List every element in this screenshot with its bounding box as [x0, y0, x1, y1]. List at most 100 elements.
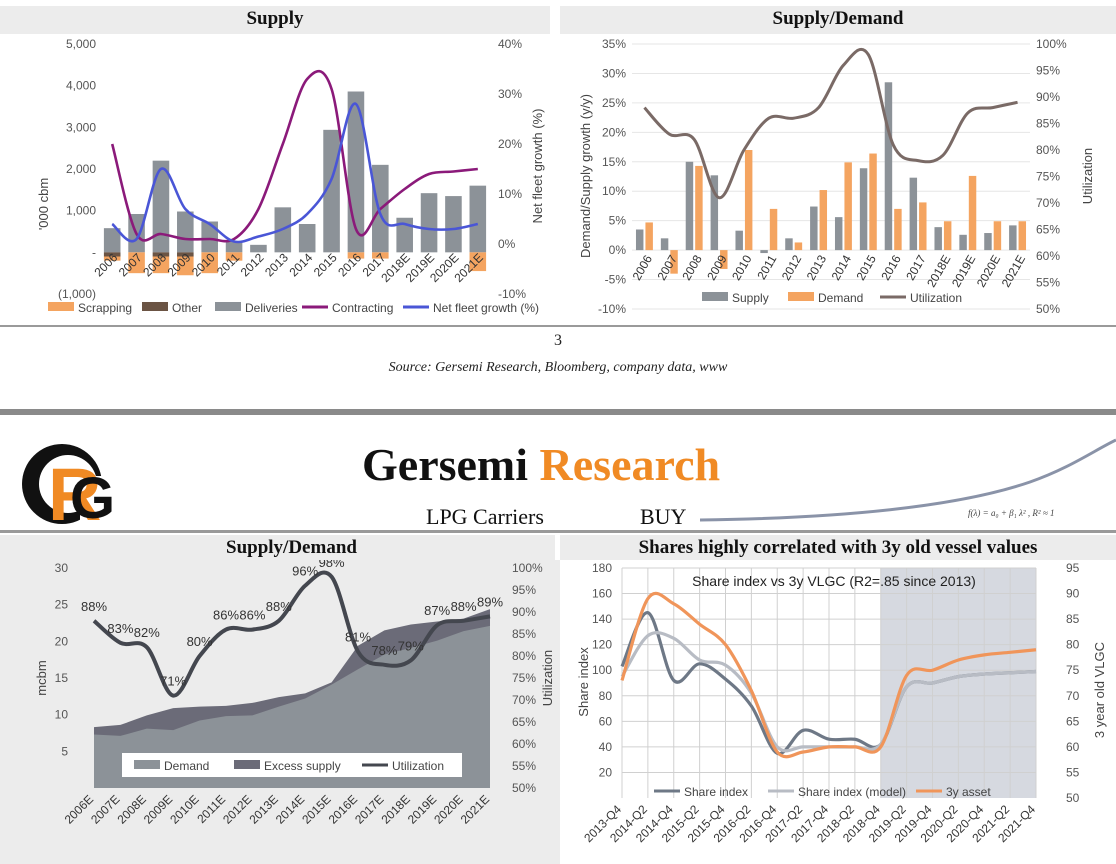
y2-axis-tick-label: 55 — [1066, 765, 1080, 779]
bar-supply — [834, 217, 843, 251]
y2-axis-tick-label: 20% — [498, 137, 522, 151]
legend-label: Excess supply — [264, 759, 341, 773]
y-axis-title: '000 cbm — [36, 178, 51, 230]
page-number: 3 — [554, 332, 562, 349]
bar-other — [103, 252, 121, 257]
data-label-utilization: 79% — [398, 638, 424, 653]
chart-title-supply: Supply — [246, 8, 304, 29]
formula-decoration: f(λ) = a₀ + β₁ λ² , R² ≈ 1 — [968, 508, 1055, 518]
growth-curve-decoration — [700, 438, 1116, 522]
bar-demand — [1018, 221, 1027, 251]
y-axis-tick-label: 100 — [592, 663, 612, 677]
y-axis-title: Share index — [576, 647, 591, 717]
y2-axis-tick-label: 0% — [498, 237, 516, 251]
y2-axis-tick-label: 65% — [1036, 223, 1060, 237]
data-label-utilization: 88% — [81, 599, 107, 614]
shares-title-band — [560, 535, 1116, 560]
data-label-utilization: 82% — [134, 625, 160, 640]
data-label-utilization: 87% — [424, 603, 450, 618]
y-axis-tick-label: -10% — [598, 302, 626, 316]
legend-label: Supply — [732, 291, 769, 305]
bar-deliveries — [250, 244, 267, 253]
chart-title-supply-demand-yoy: Supply/Demand — [772, 8, 904, 29]
bar-demand — [943, 221, 952, 251]
y-axis-tick-label: 5% — [609, 214, 627, 228]
y-axis-tick-label: 25% — [602, 96, 626, 110]
x-tick-label: 2017 — [903, 252, 929, 282]
y-axis-tick-label: 2,000 — [66, 162, 96, 176]
legend-swatch — [48, 302, 74, 311]
svg-text:R: R — [48, 453, 101, 530]
x-tick-label: 2006 — [630, 252, 656, 282]
y2-axis-title: Utilization — [540, 650, 555, 706]
y2-axis-tick-label: 70% — [512, 693, 536, 707]
y2-axis-tick-label: 85% — [512, 627, 536, 641]
x-tick-label: 2021E — [999, 253, 1028, 290]
y2-axis-tick-label: 85% — [1036, 117, 1060, 131]
y2-axis-tick-label: 70% — [1036, 196, 1060, 210]
y-axis-tick-label: 0% — [609, 243, 627, 257]
legend-label: Other — [172, 301, 202, 315]
y2-axis-tick-label: 60% — [1036, 249, 1060, 263]
supply-demand-title-band — [560, 6, 1116, 34]
bar-deliveries — [469, 185, 487, 253]
y-axis-tick-label: 30 — [55, 561, 69, 575]
bar-supply — [635, 229, 644, 251]
y-axis-tick-label: 25 — [55, 598, 69, 612]
data-label-utilization: 71% — [160, 674, 186, 689]
bar-demand — [744, 150, 753, 251]
legend-box — [122, 753, 462, 777]
divider-line — [0, 325, 1116, 327]
y2-axis-tick-label: 60% — [512, 737, 536, 751]
legend-label: Demand — [818, 291, 863, 305]
x-tick-label: 2008 — [679, 252, 705, 282]
y-axis-tick-label: 80 — [599, 689, 613, 703]
bar-scrapping — [201, 252, 218, 274]
y2-axis-tick-label: 75% — [1036, 170, 1060, 184]
supply-title-band — [0, 6, 550, 34]
bar-demand — [695, 165, 703, 251]
data-label-utilization: 86% — [213, 608, 239, 623]
y-axis-tick-label: 60 — [599, 714, 613, 728]
y2-axis-tick-label: 65 — [1066, 714, 1080, 728]
gr-logo: R G — [22, 444, 114, 530]
report-rating: BUY — [640, 504, 687, 529]
legend-label: Contracting — [332, 301, 393, 315]
x-tick-label: 2016 — [878, 252, 904, 282]
bar-scrapping — [177, 256, 194, 276]
bar-deliveries — [152, 160, 170, 253]
y2-axis-title: Utilization — [1080, 148, 1095, 204]
bar-deliveries — [201, 221, 218, 253]
y-axis-title: Demand/Supply growth (y/y) — [578, 94, 593, 258]
y-axis-tick-label: 35% — [602, 37, 626, 51]
bar-demand — [720, 250, 728, 269]
y-axis-tick-label: 5 — [61, 744, 68, 758]
x-tick-label: 2020E — [974, 253, 1003, 290]
chart-title-supply-demand-mcbm: Supply/Demand — [226, 537, 357, 558]
y-axis-tick-label: 160 — [592, 587, 612, 601]
brand-name-second: Research — [539, 439, 721, 490]
y2-axis-tick-label: 40% — [498, 37, 522, 51]
y-axis-tick-label: 120 — [592, 638, 612, 652]
line-contracting — [110, 69, 478, 243]
legend-label: Scrapping — [78, 301, 132, 315]
brand-name: Gersemi Research — [362, 438, 720, 491]
y-axis-tick-label: 1,000 — [66, 204, 96, 218]
y2-axis-tick-label: 65% — [512, 715, 536, 729]
bar-supply — [909, 177, 918, 251]
chart-annotation: Share index vs 3y VLGC (R2=.85 since 201… — [692, 573, 976, 589]
x-tick-label: 2019E — [949, 253, 978, 290]
bar-supply — [934, 227, 942, 251]
y2-axis-tick-label: 80 — [1066, 638, 1080, 652]
y2-axis-tick-label: -10% — [498, 287, 526, 301]
bar-demand — [894, 208, 902, 251]
y2-axis-tick-label: 60 — [1066, 740, 1080, 754]
y-axis-tick-label: 20 — [599, 765, 613, 779]
bar-supply — [735, 230, 743, 251]
y-axis-tick-label: 20% — [602, 125, 626, 139]
report-subject: LPG Carriers — [426, 504, 544, 529]
data-label-utilization: 86% — [239, 608, 265, 623]
bar-demand — [645, 222, 653, 251]
bar-deliveries — [103, 228, 121, 253]
y2-axis-tick-label: 100% — [1036, 37, 1067, 51]
